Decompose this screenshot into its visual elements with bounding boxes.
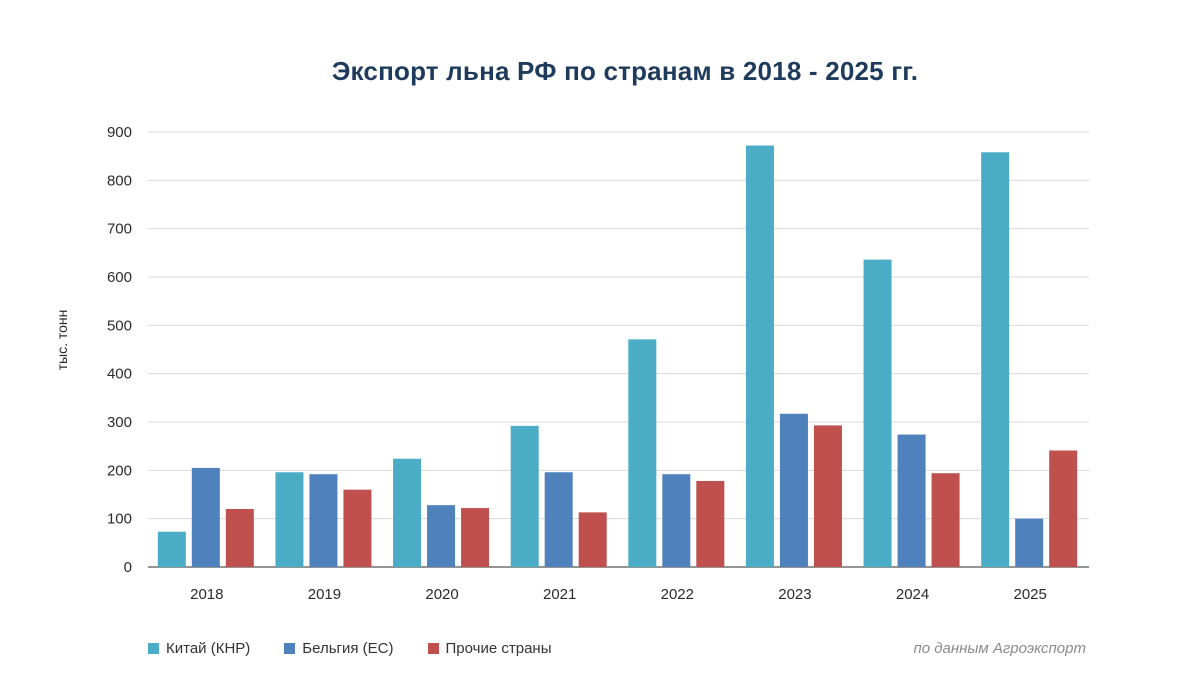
bar-china-2024: [863, 259, 892, 567]
bar-other-2019: [343, 489, 372, 567]
y-tick-label: 100: [107, 511, 132, 528]
bar-china-2020: [393, 458, 422, 567]
x-axis-ticks: 2018 2019 2020 2021 2022 2023 2024 2025: [190, 586, 1047, 603]
bar-other-2022: [696, 480, 725, 567]
bar-china-2019: [275, 472, 304, 567]
legend-swatch-belgium: [284, 643, 296, 654]
legend-item-belgium: Бельгия (ЕС): [284, 640, 394, 657]
bar-china-2022: [628, 339, 657, 567]
bar-china-2021: [510, 425, 539, 567]
legend-swatch-china: [148, 643, 159, 654]
bar-belgium-2024: [897, 434, 926, 567]
y-tick-label: 600: [107, 269, 132, 286]
legend-item-china: Китай (КНР): [148, 640, 250, 657]
x-tick-label: 2022: [661, 586, 694, 603]
legend-label-belgium: Бельгия (ЕС): [302, 640, 394, 657]
grid-lines: [148, 131, 1089, 568]
bar-china-2023: [745, 145, 774, 568]
x-tick-label: 2018: [190, 586, 223, 603]
bar-other-2023: [813, 425, 842, 567]
x-tick-label: 2025: [1014, 586, 1047, 603]
legend-label-china: Китай (КНР): [166, 640, 251, 657]
bar-other-2018: [225, 509, 254, 567]
x-tick-label: 2021: [543, 586, 576, 603]
bar-belgium-2020: [427, 505, 456, 567]
y-tick-label: 500: [107, 317, 132, 334]
source-note: по данным Агроэкспорт: [913, 640, 1086, 657]
bar-other-2025: [1049, 450, 1078, 567]
legend-label-other: Прочие страны: [445, 640, 552, 657]
bar-belgium-2023: [779, 413, 808, 567]
bar-china-2018: [157, 531, 186, 567]
y-axis-label: тыс. тонн: [54, 310, 70, 371]
x-tick-label: 2019: [308, 586, 341, 603]
bar-other-2020: [461, 508, 490, 567]
bar-belgium-2025: [1015, 518, 1044, 567]
legend-swatch-other: [427, 643, 439, 654]
legend-item-other: Прочие страны: [427, 640, 552, 657]
bars: [157, 145, 1078, 568]
y-tick-label: 0: [124, 559, 132, 576]
y-tick-label: 700: [107, 221, 132, 238]
bar-belgium-2022: [662, 474, 691, 567]
bar-other-2021: [578, 512, 607, 567]
bar-other-2024: [931, 473, 960, 567]
bar-belgium-2018: [191, 467, 220, 567]
y-tick-label: 300: [107, 414, 132, 431]
chart-title: Экспорт льна РФ по странам в 2018 - 2025…: [331, 56, 919, 86]
y-tick-label: 800: [107, 172, 132, 189]
bar-belgium-2019: [309, 474, 338, 567]
y-tick-label: 200: [107, 462, 132, 479]
y-tick-label: 400: [107, 366, 132, 383]
legend: Китай (КНР) Бельгия (ЕС) Прочие страны: [148, 640, 551, 657]
x-tick-label: 2024: [896, 586, 929, 603]
x-tick-label: 2023: [778, 586, 811, 603]
y-axis-ticks: 0 100 200 300 400 500 600 700 800 900: [107, 124, 132, 576]
bar-belgium-2021: [544, 472, 573, 567]
y-tick-label: 900: [107, 124, 132, 141]
x-tick-label: 2020: [425, 586, 458, 603]
bar-china-2025: [981, 152, 1010, 568]
